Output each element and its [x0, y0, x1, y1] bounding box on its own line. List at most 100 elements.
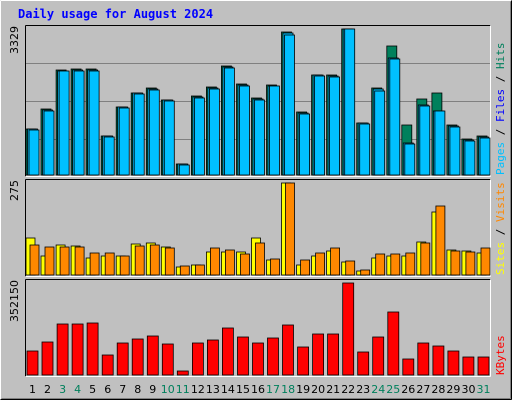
bar-visits-day-11 [179, 265, 190, 276]
panel-1: 3329 Pages / Files / Hits [8, 25, 507, 177]
bar-pages-day-25 [389, 58, 401, 176]
day-label-14: 14 [221, 383, 235, 396]
day-label-1: 1 [29, 383, 36, 396]
bar-pages-day-29 [449, 126, 461, 176]
bar-pages-day-22 [344, 28, 356, 176]
bar-kbytes-day-5 [86, 322, 99, 376]
legend-separator: / [494, 69, 507, 89]
panel-2: 275 Sites / Visits [8, 179, 507, 277]
bar-pages-day-17 [269, 85, 280, 176]
legend-separator: / [494, 222, 507, 242]
bar-pages-day-19 [299, 113, 311, 176]
legend-pages: Pages [494, 142, 507, 175]
bar-visits-day-7 [119, 255, 130, 276]
bar-pages-day-12 [193, 97, 205, 176]
bar-pages-day-30 [464, 140, 476, 176]
bar-pages-day-24 [374, 90, 386, 176]
bar-visits-day-24 [375, 253, 386, 276]
bar-kbytes-day-14 [221, 327, 234, 376]
day-label-18: 18 [281, 383, 295, 396]
bar-visits-day-2 [44, 246, 55, 276]
day-label-29: 29 [446, 383, 460, 396]
day-label-6: 6 [104, 383, 111, 396]
bar-visits-day-4 [74, 246, 85, 276]
bar-kbytes-day-31 [477, 356, 490, 376]
day-label-21: 21 [326, 383, 340, 396]
day-label-12: 12 [191, 383, 205, 396]
bar-kbytes-day-21 [327, 333, 340, 376]
bar-visits-day-29 [450, 250, 461, 276]
bar-pages-day-15 [239, 85, 250, 176]
bar-kbytes-day-18 [282, 324, 294, 376]
panel-2-legend: Sites / Visits [494, 182, 507, 275]
bar-pages-day-16 [254, 99, 265, 176]
bar-visits-day-30 [465, 251, 476, 276]
bar-visits-day-21 [330, 247, 341, 276]
bar-visits-day-25 [390, 253, 401, 276]
day-label-22: 22 [341, 383, 355, 396]
bar-visits-day-5 [89, 252, 100, 276]
day-label-23: 23 [356, 383, 370, 396]
day-label-16: 16 [251, 383, 265, 396]
bar-pages-day-27 [419, 105, 431, 176]
bar-pages-day-10 [163, 100, 175, 176]
bar-pages-day-26 [404, 143, 416, 176]
bar-visits-day-19 [300, 259, 311, 276]
bar-pages-day-7 [118, 107, 130, 176]
day-label-19: 19 [296, 383, 310, 396]
day-label-31: 31 [477, 383, 491, 396]
day-label-8: 8 [134, 383, 141, 396]
bar-kbytes-day-7 [116, 342, 129, 376]
bar-pages-day-11 [178, 164, 190, 176]
panel-1-max-label: 3329 [8, 26, 21, 54]
bar-kbytes-day-22 [342, 282, 355, 376]
bar-kbytes-day-19 [297, 346, 310, 376]
legend-separator: / [494, 122, 507, 142]
bar-pages-day-8 [133, 93, 145, 176]
day-label-25: 25 [386, 383, 400, 396]
x-axis-day-labels: 1 2 3 4 5 6 7 8 9 10 11 12 13 14 15 16 17 18 19 20 21 22 23 24 2… [29, 383, 491, 396]
bar-visits-day-3 [59, 246, 70, 276]
panel-3-max-label: 352150 [8, 280, 21, 322]
bar-pages-day-14 [223, 67, 235, 176]
bar-pages-day-21 [329, 76, 341, 176]
bar-visits-day-26 [405, 252, 416, 276]
bar-pages-day-4 [73, 70, 85, 176]
bar-visits-day-27 [420, 242, 431, 276]
panel-3-legend: KBytes [494, 335, 507, 375]
bar-kbytes-day-23 [357, 351, 370, 376]
bar-kbytes-day-6 [101, 354, 114, 376]
chart-title: Daily usage for August 2024 [18, 7, 213, 21]
bar-pages-day-23 [359, 123, 371, 176]
day-label-27: 27 [416, 383, 430, 396]
bar-kbytes-day-9 [146, 335, 159, 376]
bar-kbytes-day-29 [447, 350, 460, 376]
bar-visits-day-20 [315, 252, 326, 276]
day-label-13: 13 [206, 383, 220, 396]
bar-pages-day-13 [208, 88, 220, 176]
bar-kbytes-day-13 [206, 339, 219, 376]
bar-pages-day-9 [148, 89, 160, 176]
bar-visits-day-23 [360, 269, 371, 276]
bar-visits-day-16 [255, 242, 265, 276]
day-label-20: 20 [311, 383, 325, 396]
day-label-28: 28 [431, 383, 445, 396]
bar-visits-day-31 [480, 247, 491, 276]
bar-pages-day-6 [103, 136, 115, 176]
bar-visits-day-13 [209, 247, 220, 276]
legend-hits: Hits [494, 43, 507, 70]
bar-pages-day-3 [58, 70, 70, 176]
bar-kbytes-day-25 [387, 311, 400, 376]
bar-kbytes-day-16 [252, 342, 264, 376]
legend-files: Files [494, 89, 507, 122]
day-label-5: 5 [89, 383, 96, 396]
bar-kbytes-day-24 [372, 336, 385, 376]
bar-kbytes-day-17 [267, 337, 279, 376]
bar-pages-day-1 [28, 129, 40, 176]
bar-pages-day-2 [43, 110, 55, 176]
chart-panels: 3329 Pages / Files / Hits 275 Sites / Visit… [8, 25, 507, 377]
bar-visits-day-22 [345, 260, 356, 276]
bar-visits-day-12 [194, 264, 205, 276]
bar-pages-day-31 [479, 137, 491, 176]
